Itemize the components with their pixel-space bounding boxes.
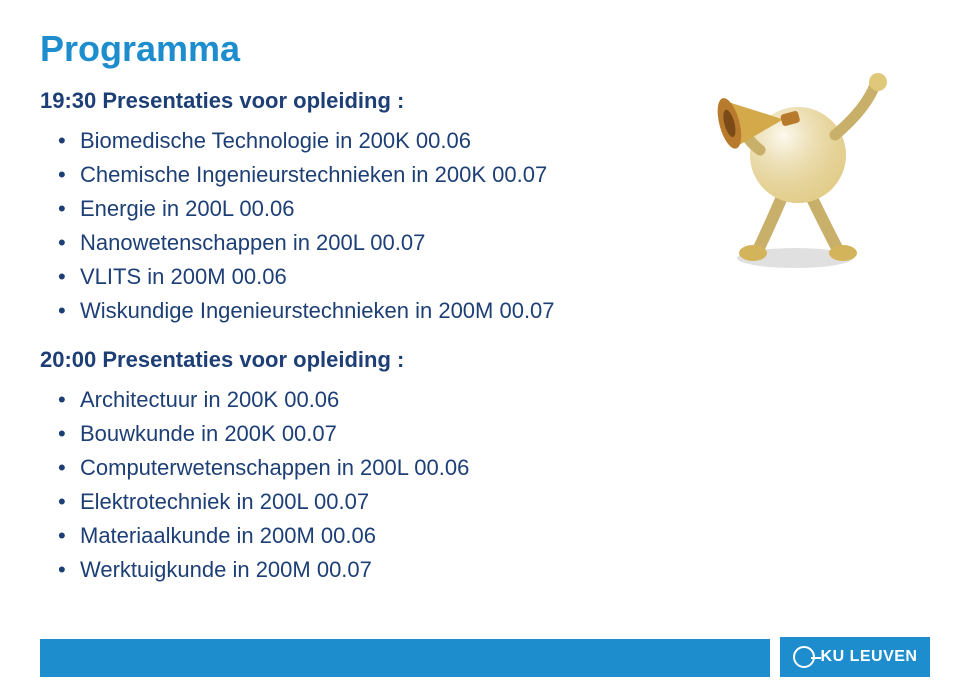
key-icon xyxy=(793,646,815,668)
slide: Programma 19:30 Presentaties voor opleid… xyxy=(0,0,960,691)
ku-leuven-logo: KU LEUVEN xyxy=(780,637,930,677)
section-1-list: Biomedische Technologie in 200K 00.06 Ch… xyxy=(40,124,680,329)
list-item: Wiskundige Ingenieurstechnieken in 200M … xyxy=(58,294,680,328)
content-column: 19:30 Presentaties voor opleiding : Biom… xyxy=(40,88,680,587)
list-item: Chemische Ingenieurstechnieken in 200K 0… xyxy=(58,158,680,192)
list-item: Energie in 200L 00.06 xyxy=(58,192,680,226)
list-item: Werktuigkunde in 200M 00.07 xyxy=(58,553,680,587)
list-item: Nanowetenschappen in 200L 00.07 xyxy=(58,226,680,260)
list-item: Materiaalkunde in 200M 00.06 xyxy=(58,519,680,553)
section-2-list: Architectuur in 200K 00.06 Bouwkunde in … xyxy=(40,383,680,588)
list-item: Bouwkunde in 200K 00.07 xyxy=(58,417,680,451)
footer-band xyxy=(40,639,770,677)
list-item: Biomedische Technologie in 200K 00.06 xyxy=(58,124,680,158)
announcement-figure-icon xyxy=(690,40,900,270)
logo-text: KU LEUVEN xyxy=(821,648,918,666)
footer: KU LEUVEN xyxy=(0,631,960,691)
section-heading-1: 19:30 Presentaties voor opleiding : xyxy=(40,88,680,114)
section-heading-2: 20:00 Presentaties voor opleiding : xyxy=(40,347,680,373)
list-item: Elektrotechniek in 200L 00.07 xyxy=(58,485,680,519)
list-item: VLITS in 200M 00.06 xyxy=(58,260,680,294)
list-item: Computerwetenschappen in 200L 00.06 xyxy=(58,451,680,485)
list-item: Architectuur in 200K 00.06 xyxy=(58,383,680,417)
